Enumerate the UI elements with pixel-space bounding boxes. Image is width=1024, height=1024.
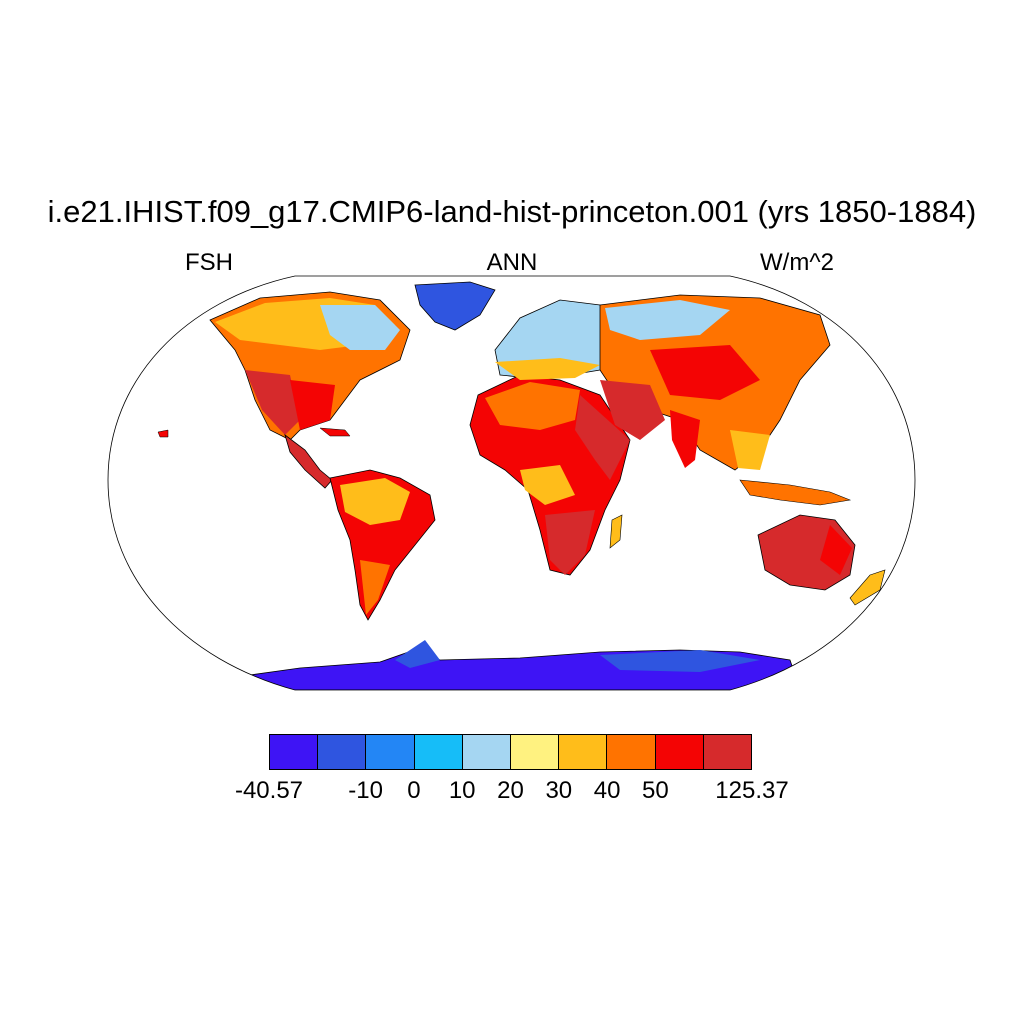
colorbar-label: 125.37	[715, 777, 789, 804]
amazon-basin	[340, 478, 410, 525]
colorbar-label: 30	[545, 777, 573, 804]
colorbar-label: -10	[348, 777, 383, 804]
central-america	[284, 433, 333, 489]
units-label: W/m^2	[760, 249, 834, 276]
madagascar	[609, 514, 623, 549]
globe-outline	[107, 275, 916, 691]
central-asia	[650, 345, 760, 400]
colorbar-labels: -40.57 -10 0 10 20 30 40 50 125.37	[0, 776, 1024, 810]
indonesia	[739, 479, 852, 506]
us-southwest-hot	[245, 370, 300, 435]
colorbar-label: 20	[497, 777, 524, 804]
colorbar-label: 0	[407, 777, 421, 804]
australia-east	[820, 525, 852, 575]
colorbar-swatch-2	[366, 735, 415, 769]
southern-africa	[545, 510, 595, 575]
season-label: ANN	[486, 249, 538, 276]
colorbar-swatch-0	[270, 735, 319, 769]
colorbar-swatch-9	[703, 735, 752, 769]
colorbar	[269, 734, 752, 770]
colorbar-swatch-6	[559, 735, 608, 769]
colorbar-swatch-7	[607, 735, 656, 769]
antarctica-east	[600, 650, 760, 672]
south-america-south	[360, 560, 390, 615]
colorbar-swatch-5	[511, 735, 560, 769]
southeast-asia	[730, 430, 770, 470]
variable-label: FSH	[185, 249, 233, 276]
colorbar-swatch-4	[462, 735, 512, 769]
southern-europe	[495, 358, 600, 380]
new-zealand	[849, 569, 886, 606]
plot-title: i.e21.IHIST.f09_g17.CMIP6-land-hist-prin…	[47, 194, 977, 229]
sahara	[485, 382, 580, 430]
us-south	[290, 380, 335, 430]
east-africa-hot	[575, 395, 630, 480]
colorbar-swatch-3	[414, 735, 463, 769]
middle-east	[600, 380, 665, 440]
india	[670, 410, 700, 468]
congo	[520, 465, 575, 505]
colorbar-swatch-8	[655, 735, 704, 769]
colorbar-label: 40	[593, 777, 621, 804]
colorbar-label: -40.57	[234, 777, 304, 804]
canada-cold	[320, 305, 400, 350]
siberia	[605, 300, 730, 340]
colorbar-swatch-1	[318, 735, 367, 769]
colorbar-label: 10	[448, 777, 476, 804]
antarctica-peninsula	[395, 640, 440, 668]
caribbean	[319, 427, 351, 437]
hawaii	[157, 429, 169, 438]
colorbar-label: 50	[642, 777, 669, 804]
greenland	[414, 281, 496, 331]
